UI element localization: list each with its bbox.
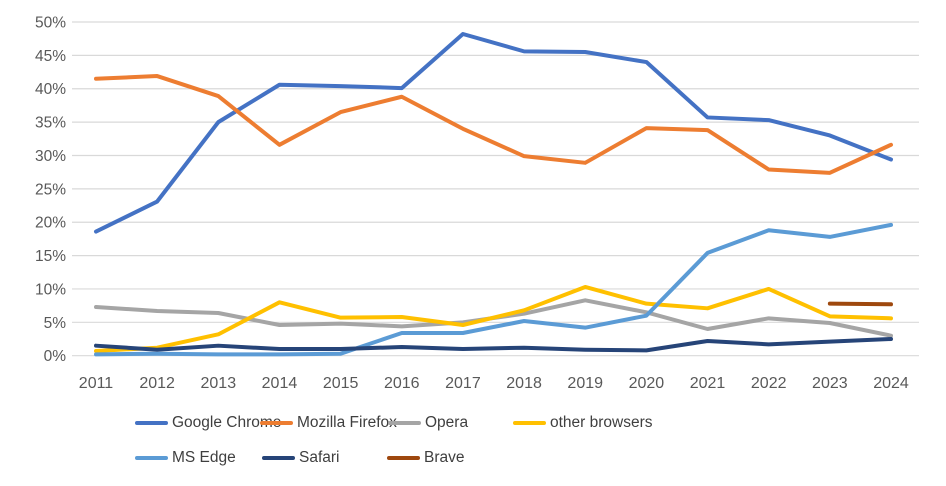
legend-label: other browsers: [550, 414, 653, 431]
legend-swatch-other-browsers: [513, 420, 546, 426]
legend-swatch-opera: [388, 420, 421, 426]
legend-swatch-ms-edge: [135, 455, 168, 461]
x-tick-label: 2022: [751, 375, 787, 392]
x-tick-label: 2020: [629, 375, 665, 392]
legend-label: Brave: [424, 449, 465, 466]
legend-swatch-google-chrome: [135, 420, 168, 426]
y-tick-label: 45%: [35, 48, 66, 65]
y-tick-label: 15%: [35, 248, 66, 265]
legend-item-ms-edge[interactable]: MS Edge: [135, 449, 236, 467]
x-tick-label: 2018: [506, 375, 542, 392]
legend-swatch-brave: [387, 455, 420, 461]
x-tick-label: 2011: [79, 375, 114, 392]
legend-item-other-browsers[interactable]: other browsers: [513, 414, 653, 432]
legend-label: Opera: [425, 414, 469, 431]
legend-swatch-mozilla-firefox: [260, 420, 293, 426]
y-tick-label: 35%: [35, 115, 66, 132]
y-tick-label: 30%: [35, 148, 66, 165]
legend-label: Mozilla Firefox: [297, 414, 397, 431]
y-tick-label: 50%: [35, 15, 66, 32]
x-tick-label: 2013: [201, 375, 237, 392]
y-tick-label: 10%: [35, 281, 66, 298]
x-tick-label: 2021: [690, 375, 726, 392]
x-tick-label: 2019: [567, 375, 603, 392]
legend-item-safari[interactable]: Safari: [262, 449, 340, 467]
y-tick-label: 40%: [35, 81, 66, 98]
legend-swatch-safari: [262, 455, 295, 461]
series-line-google-chrome[interactable]: [94, 32, 893, 234]
x-tick-label: 2024: [873, 375, 909, 392]
legend-label: MS Edge: [172, 449, 236, 466]
series-line-safari[interactable]: [94, 337, 893, 353]
y-tick-label: 5%: [44, 315, 67, 332]
x-tick-label: 2023: [812, 375, 848, 392]
x-tick-label: 2017: [445, 375, 481, 392]
legend-item-mozilla-firefox[interactable]: Mozilla Firefox: [260, 414, 397, 432]
series-line-brave[interactable]: [827, 301, 893, 307]
y-tick-label: 0%: [44, 348, 67, 365]
legend-item-google-chrome[interactable]: Google Chrome: [135, 414, 281, 432]
x-tick-label: 2014: [262, 375, 298, 392]
y-tick-label: 25%: [35, 181, 66, 198]
x-tick-label: 2015: [323, 375, 359, 392]
x-tick-label: 2012: [139, 375, 175, 392]
y-tick-label: 20%: [35, 215, 66, 232]
legend-item-brave[interactable]: Brave: [387, 449, 465, 467]
x-tick-label: 2016: [384, 375, 420, 392]
legend-label: Safari: [299, 449, 340, 466]
legend-label: Google Chrome: [172, 414, 282, 431]
series-line-ms-edge[interactable]: [94, 222, 893, 357]
legend-item-opera[interactable]: Opera: [388, 414, 468, 432]
series-line-mozilla-firefox[interactable]: [94, 74, 893, 175]
series-line-other-browsers[interactable]: [94, 284, 893, 354]
